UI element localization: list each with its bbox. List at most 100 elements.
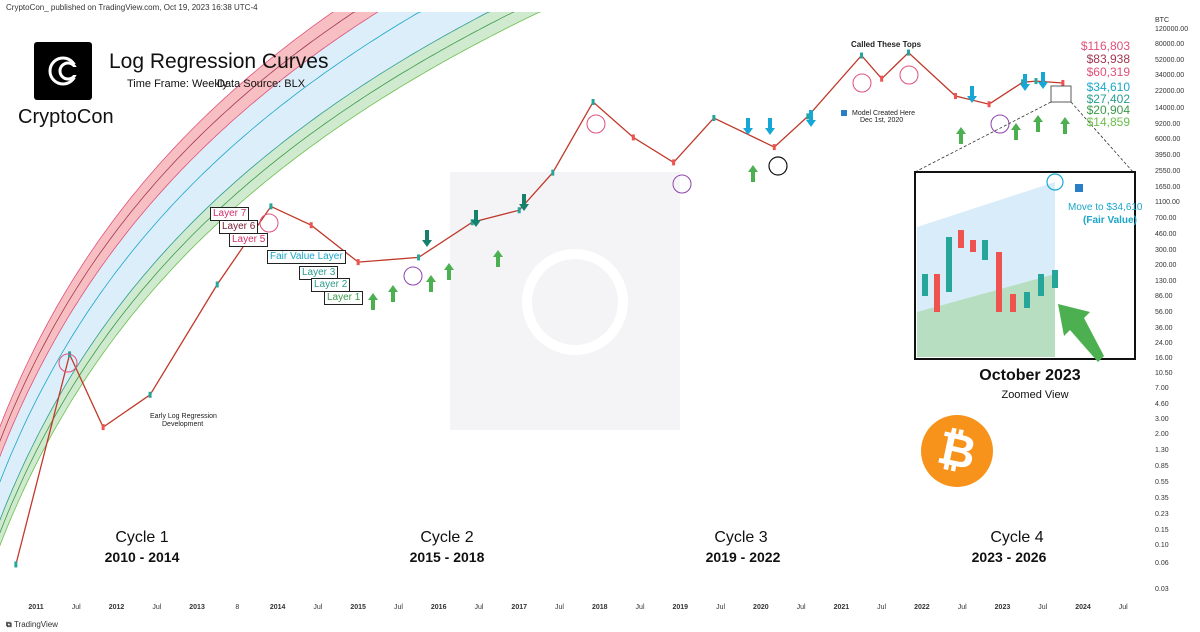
price-point-20 — [907, 49, 910, 56]
chart-title: Log Regression Curves — [109, 50, 329, 73]
layer-2-label: Layer 2 — [311, 278, 351, 292]
x-tick-label-7: 2014 — [269, 604, 286, 611]
y-tick-label-16: 200.00 — [1155, 261, 1177, 269]
zoom-candle-9 — [1024, 292, 1030, 308]
price-level-2: $83,938 — [1086, 52, 1130, 66]
x-tick-label-6: 8 — [235, 604, 240, 611]
y-tick-label-5: 22000.00 — [1155, 88, 1185, 96]
y-tick-label-15: 300.00 — [1155, 246, 1177, 254]
x-tick-label-3: 2012 — [108, 604, 125, 611]
y-axis-unit: BTC — [1155, 17, 1169, 24]
x-tick-label-13: 2017 — [511, 604, 528, 611]
zoom-candle-2 — [934, 274, 940, 312]
price-point-23 — [1021, 79, 1025, 86]
brand-name: CryptoCon — [18, 106, 114, 128]
early-dev-note-2: Development — [162, 421, 204, 428]
zoom-candle-7 — [996, 252, 1002, 312]
fair-value-band — [0, 12, 490, 520]
y-axis: BTC 120000.00 80000.00 52000.00 34000.00 2200… — [1147, 12, 1200, 610]
x-tick-label-15: 2018 — [591, 604, 608, 611]
zoom-green-arrow — [1058, 304, 1104, 362]
band-line-3 — [0, 12, 379, 458]
band-line-4 — [0, 12, 422, 483]
y-tick-label-35: 0.06 — [1155, 560, 1169, 568]
zoom-fair-note: (Fair Value) — [1083, 215, 1137, 226]
y-tick-label-18: 86.00 — [1155, 292, 1173, 300]
x-tick-label-14: Jul — [555, 604, 564, 611]
bottom-circle-3 — [990, 114, 1010, 134]
y-tick-label-36: 0.03 — [1155, 586, 1169, 593]
top-circle-3 — [586, 114, 606, 134]
zoom-candle-3 — [946, 237, 952, 292]
top-circle-4 — [852, 73, 872, 93]
price-point-13 — [631, 134, 635, 141]
x-tick-label-16: Jul — [635, 604, 645, 611]
x-tick-label-17: 2019 — [672, 604, 689, 611]
layer-5-label: Layer 5 — [229, 233, 269, 247]
price-point-12 — [591, 98, 595, 105]
green-arrow-3 — [426, 275, 436, 292]
price-point-17 — [806, 113, 810, 120]
watermark-panel — [450, 172, 680, 430]
cycle-3-years: 2019 - 2022 — [705, 549, 781, 565]
y-tick-label-24: 7.00 — [1155, 385, 1169, 393]
y-tick-label-23: 10.50 — [1155, 370, 1173, 378]
model-circle — [768, 156, 788, 176]
y-tick-label-6: 14000.00 — [1155, 105, 1185, 113]
x-tick-label-12: Jul — [474, 604, 484, 611]
tradingview-footer: ⧉ TradingView — [6, 620, 58, 630]
y-tick-label-2: 80000.00 — [1155, 40, 1185, 48]
y-tick-label-17: 130.00 — [1155, 277, 1177, 285]
early-dev-note-1: Early Log Regression — [150, 413, 217, 420]
bottom-circle-1 — [403, 266, 423, 286]
zoom-source-box — [1050, 85, 1072, 103]
y-tick-label-30: 0.55 — [1155, 478, 1169, 486]
zoom-candle-4 — [958, 230, 964, 248]
price-level-4: $34,610 — [1086, 80, 1130, 94]
y-tick-label-10: 2550.00 — [1155, 167, 1181, 175]
zoom-move-note: Move to $34,610 — [1068, 202, 1143, 213]
tradingview-icon: ⧉ — [6, 620, 14, 629]
y-tick-label-19: 56.00 — [1155, 308, 1173, 316]
blue-arrow-5 — [1020, 74, 1030, 91]
y-tick-label-21: 24.00 — [1155, 339, 1173, 347]
zoom-candle-10 — [1038, 274, 1044, 296]
fair-value-layer-label: Fair Value Layer — [267, 250, 346, 264]
price-level-5: $27,402 — [1086, 92, 1130, 106]
y-tick-label-14: 460.00 — [1155, 230, 1177, 238]
price-point-2 — [101, 424, 105, 431]
called-tops-note: Called These Tops — [851, 40, 922, 49]
y-tick-label-7: 9200.00 — [1155, 120, 1181, 128]
x-tick-label-23: 2022 — [914, 604, 930, 611]
zoom-subtitle: Zoomed View — [1001, 389, 1069, 401]
x-tick-label-8: Jul — [313, 604, 323, 611]
y-tick-label-4: 34000.00 — [1155, 72, 1185, 80]
band-line-5 — [0, 12, 491, 521]
cycle-2-name: Cycle 2 — [420, 529, 474, 546]
green-arrow-10 — [1060, 117, 1070, 134]
band-line-2 — [0, 12, 357, 442]
teal-arrow-3 — [519, 194, 529, 211]
x-tick-label-11: 2016 — [430, 604, 447, 611]
zoom-target-circle — [1046, 173, 1064, 191]
bottom-circle-2 — [672, 174, 692, 194]
zoom-candle-8 — [1010, 294, 1016, 312]
x-tick-label-20: Jul — [796, 604, 806, 611]
x-tick-label-18: Jul — [716, 604, 726, 611]
green-arrow-6 — [748, 165, 758, 182]
x-tick-label-10: Jul — [393, 604, 403, 611]
price-level-1: $116,803 — [1080, 39, 1130, 53]
y-tick-label-22: 16.00 — [1155, 354, 1173, 362]
bitcoin-icon: ₿ — [921, 415, 993, 487]
price-point-8 — [417, 254, 421, 261]
price-point-19 — [880, 75, 884, 82]
price-point-18 — [860, 52, 864, 59]
y-tick-label-27: 2.00 — [1155, 431, 1169, 439]
green-arrow-5 — [493, 250, 503, 267]
price-point-7 — [356, 259, 360, 266]
watermark-logo — [522, 249, 628, 355]
cycle-4-years: 2023 - 2026 — [971, 549, 1047, 565]
y-tick-label-31: 0.35 — [1155, 495, 1169, 503]
green-arrow-7 — [956, 127, 966, 144]
layer-7-label: Layer 7 — [210, 207, 250, 221]
